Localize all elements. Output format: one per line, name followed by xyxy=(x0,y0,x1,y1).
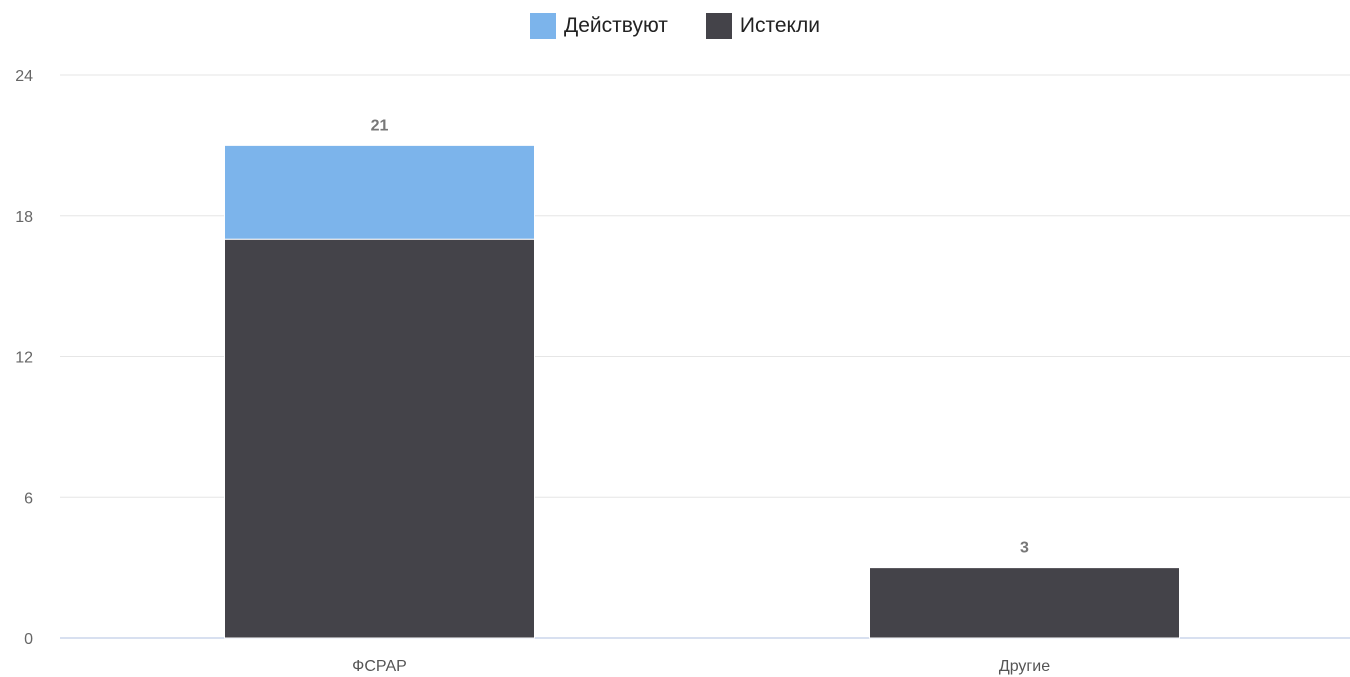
y-tick-label: 12 xyxy=(15,350,33,367)
y-tick-label: 18 xyxy=(15,209,33,226)
data-labels: 21 3 xyxy=(371,117,1029,556)
x-axis-ticks: ФСРАР Другие xyxy=(352,658,1050,675)
legend: Действуют Истекли xyxy=(0,13,1350,39)
bar-segment-active[interactable] xyxy=(224,144,535,240)
legend-item-active[interactable]: Действуют xyxy=(530,13,668,39)
legend-swatch-active xyxy=(530,13,557,39)
y-tick-label: 24 xyxy=(15,68,33,85)
bar-segment-expired[interactable] xyxy=(224,238,535,639)
legend-label-expired: Истекли xyxy=(739,14,820,37)
legend-label-active: Действуют xyxy=(564,14,668,37)
bars xyxy=(224,144,1180,639)
legend-item-expired[interactable]: Истекли xyxy=(705,13,820,39)
bar-segment-expired[interactable] xyxy=(869,567,1180,639)
x-tick-label: ФСРАР xyxy=(352,658,407,675)
bar-total-label: 21 xyxy=(371,117,389,134)
x-tick-label: Другие xyxy=(999,658,1050,675)
bar-total-label: 3 xyxy=(1020,540,1029,557)
y-tick-label: 0 xyxy=(24,631,33,648)
y-tick-label: 6 xyxy=(24,490,33,507)
legend-swatch-expired xyxy=(705,13,732,39)
y-axis-ticks: 0 6 12 18 24 xyxy=(15,68,33,648)
